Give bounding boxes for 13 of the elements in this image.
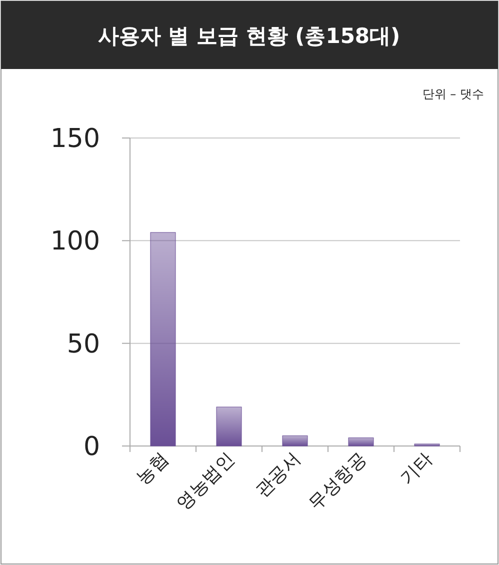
y-tick-label: 50: [66, 329, 100, 360]
x-tick-label: 농협: [132, 448, 173, 489]
y-tick-label: 100: [50, 226, 100, 257]
x-tick-label: 기타: [396, 448, 437, 489]
bar: [282, 435, 308, 446]
bar: [150, 232, 176, 446]
bar: [414, 444, 440, 446]
chart-title: 사용자 별 보급 현황 (총158대): [98, 24, 400, 48]
text: 단위 – 댓수: [422, 87, 484, 101]
bar: [348, 438, 374, 446]
bar: [216, 406, 242, 446]
y-tick-label: 150: [50, 124, 100, 154]
y-tick-label: 0: [83, 432, 100, 462]
